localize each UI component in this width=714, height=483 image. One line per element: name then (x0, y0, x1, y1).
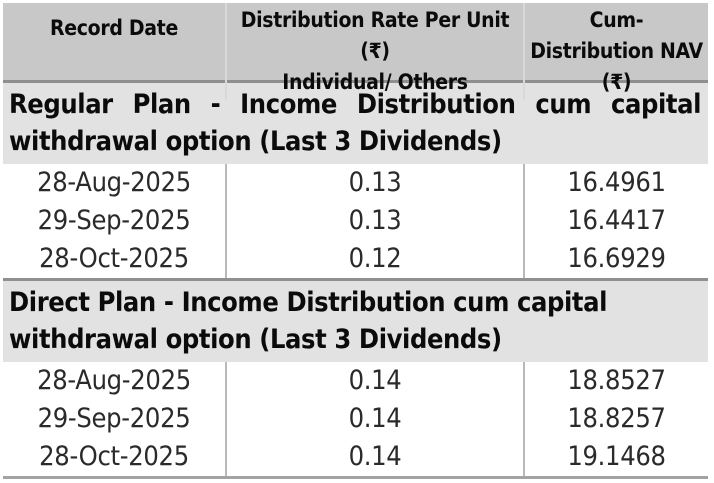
header-cum-distribution-nav: Cum-Distribution NAV (₹) (523, 3, 708, 100)
table-row: 29-Sep-2025 0.13 16.4417 (3, 202, 708, 240)
distribution-rate-cell: 0.12 (225, 240, 523, 278)
record-date-cell: 28-Aug-2025 (37, 167, 191, 198)
table-header-row: Record Date Distribution Rate Per Unit (… (3, 3, 708, 100)
record-date-cell: 28-Oct-2025 (39, 441, 189, 472)
cum-distribution-nav-cell: 19.1468 (523, 438, 708, 476)
table-row: 28-Oct-2025 0.14 19.1468 (3, 438, 708, 476)
cum-distribution-nav-cell: 18.8527 (523, 362, 708, 400)
distribution-rate-cell: 0.14 (225, 438, 523, 476)
distribution-rate-cell: 0.13 (225, 202, 523, 240)
table-row: 28-Aug-2025 0.14 18.8527 (3, 362, 708, 400)
header-record-date: Record Date (3, 3, 225, 100)
distribution-rate-cell: 0.14 (225, 362, 523, 400)
header-record-date-label: Record Date (50, 16, 178, 40)
table-row: 28-Oct-2025 0.12 16.6929 (3, 240, 708, 278)
table-row: 29-Sep-2025 0.14 18.8257 (3, 400, 708, 438)
header-distribution-rate-line1: Distribution Rate Per Unit (₹) (240, 8, 510, 63)
section-title-regular-plan: Regular Plan - Income Distribution cum c… (3, 80, 708, 164)
cum-distribution-nav-cell: 16.4961 (523, 164, 708, 202)
record-date-cell: 28-Aug-2025 (37, 365, 191, 396)
cum-distribution-nav-cell: 16.6929 (523, 240, 708, 278)
distribution-rate-cell: 0.14 (225, 400, 523, 438)
cum-distribution-nav-cell: 18.8257 (523, 400, 708, 438)
section-title-direct-plan: Direct Plan - Income Distribution cum ca… (3, 278, 708, 362)
dividend-distribution-table: Record Date Distribution Rate Per Unit (… (3, 3, 708, 479)
record-date-cell: 29-Sep-2025 (37, 403, 191, 434)
record-date-cell: 29-Sep-2025 (37, 205, 191, 236)
table-row: 28-Aug-2025 0.13 16.4961 (3, 164, 708, 202)
record-date-cell: 28-Oct-2025 (39, 243, 189, 274)
distribution-rate-cell: 0.13 (225, 164, 523, 202)
header-cum-distribution-nav-label: Cum-Distribution NAV (₹) (530, 8, 703, 94)
cum-distribution-nav-cell: 16.4417 (523, 202, 708, 240)
